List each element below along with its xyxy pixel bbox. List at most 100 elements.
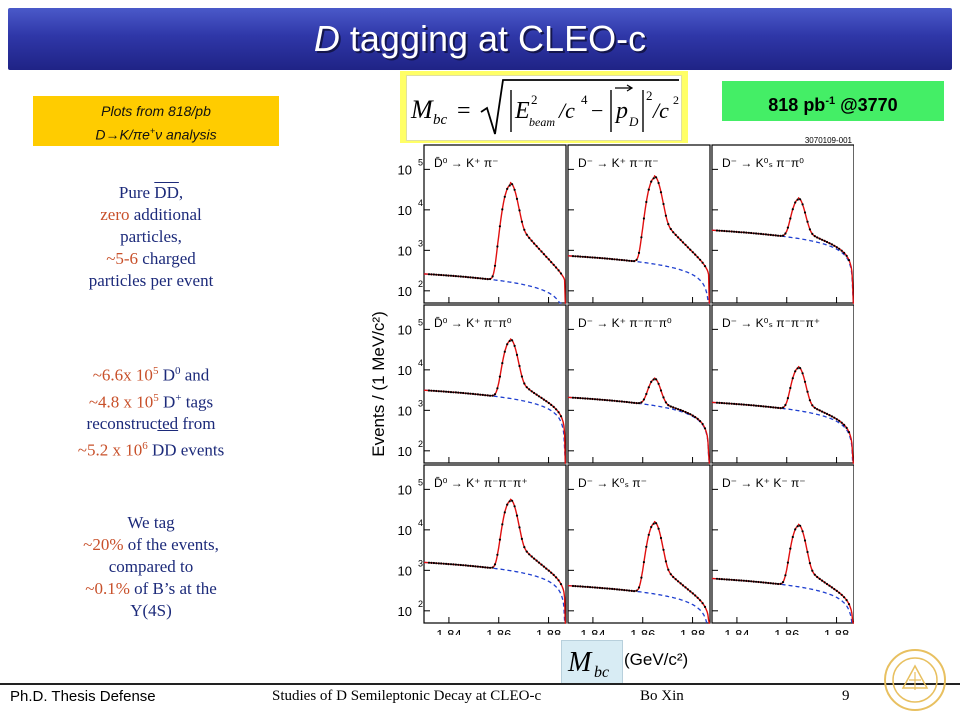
data-point bbox=[606, 399, 609, 402]
panel-decay-label: D⁻ → K⁰ₛ π⁻π⁻π⁺ bbox=[722, 316, 820, 330]
y-tick-label: 10 bbox=[398, 363, 412, 378]
data-point bbox=[530, 239, 533, 242]
data-point bbox=[730, 402, 733, 405]
data-point bbox=[735, 579, 738, 582]
x-tick-label: 1.88 bbox=[680, 627, 705, 635]
data-point bbox=[586, 256, 589, 259]
data-point bbox=[601, 257, 604, 260]
data-point bbox=[642, 561, 645, 564]
data-point bbox=[493, 393, 497, 396]
particles-line: particles, bbox=[120, 227, 182, 246]
y-tick-exponent: 2 bbox=[418, 279, 423, 289]
data-point bbox=[752, 232, 755, 235]
data-point bbox=[589, 256, 592, 259]
data-point bbox=[593, 398, 597, 401]
data-point bbox=[513, 344, 516, 347]
tag-fraction-block: We tag ~20% of the events, compared to ~… bbox=[28, 512, 274, 622]
lumi-sup: -1 bbox=[825, 95, 836, 107]
data-point bbox=[821, 579, 824, 582]
data-point bbox=[655, 176, 658, 179]
data-point bbox=[489, 277, 492, 281]
data-point bbox=[462, 391, 465, 395]
footer-author: Bo Xin bbox=[640, 688, 684, 704]
data-point bbox=[647, 188, 650, 191]
data-point bbox=[813, 235, 816, 238]
data-point bbox=[825, 240, 829, 244]
data-point bbox=[821, 410, 824, 413]
data-point bbox=[586, 397, 589, 400]
data-point bbox=[511, 339, 514, 342]
data-point bbox=[469, 276, 472, 279]
data-point bbox=[484, 277, 487, 280]
x-tick-label: 1.86 bbox=[630, 627, 655, 635]
data-point bbox=[801, 203, 804, 206]
data-point bbox=[789, 386, 792, 390]
data-point bbox=[576, 396, 579, 400]
mbc-m: M bbox=[567, 647, 593, 678]
data-point bbox=[811, 404, 814, 407]
data-point bbox=[547, 569, 550, 572]
reconstruc-text: reconstruc bbox=[86, 414, 158, 434]
data-point bbox=[435, 562, 438, 565]
data-point bbox=[593, 256, 597, 259]
y-tick-label: 10 bbox=[398, 284, 412, 299]
data-point bbox=[799, 198, 802, 201]
data-point bbox=[728, 230, 731, 233]
data-point bbox=[464, 392, 467, 395]
formula-p-sup: 2 bbox=[646, 88, 653, 103]
data-point bbox=[545, 400, 548, 403]
data-point bbox=[720, 229, 723, 232]
data-point bbox=[806, 550, 809, 554]
data-point bbox=[669, 227, 672, 231]
y-tick-label: 10 bbox=[398, 162, 412, 177]
data-point bbox=[633, 590, 636, 593]
data-point bbox=[474, 393, 477, 396]
data-point bbox=[735, 230, 738, 233]
data-point bbox=[786, 561, 789, 564]
data-point bbox=[513, 505, 516, 508]
y-tick-exponent: 3 bbox=[418, 558, 423, 568]
data-point bbox=[759, 405, 763, 408]
data-point bbox=[459, 563, 462, 567]
data-point bbox=[728, 402, 731, 405]
data-point bbox=[498, 375, 501, 378]
data-point bbox=[491, 394, 494, 397]
data-point bbox=[557, 579, 560, 582]
data-point bbox=[784, 403, 787, 407]
data-point bbox=[523, 382, 526, 385]
data-point bbox=[518, 526, 521, 529]
data-point bbox=[508, 500, 511, 503]
y-tick-exponent: 2 bbox=[418, 439, 423, 449]
data-point bbox=[449, 391, 453, 394]
plots-line2-sup: + bbox=[149, 126, 156, 136]
data-point bbox=[811, 569, 814, 572]
data-point bbox=[762, 405, 765, 408]
data-point bbox=[840, 421, 843, 424]
data-point bbox=[835, 589, 838, 592]
data-point bbox=[596, 256, 599, 259]
data-point bbox=[542, 253, 545, 256]
footer-talk-title: Studies of D Semileptonic Decay at CLEO-… bbox=[272, 688, 542, 704]
data-point bbox=[801, 530, 804, 533]
data-point bbox=[689, 248, 692, 251]
data-point bbox=[501, 362, 504, 365]
data-point bbox=[432, 389, 435, 392]
data-point bbox=[637, 586, 641, 589]
panel-frame bbox=[567, 144, 711, 304]
data-point bbox=[528, 236, 531, 239]
data-point bbox=[469, 392, 472, 395]
data-point bbox=[838, 591, 841, 594]
data-point bbox=[767, 233, 770, 236]
data-point bbox=[603, 257, 606, 260]
data-point bbox=[735, 403, 738, 406]
data-point bbox=[752, 580, 755, 583]
data-point bbox=[581, 585, 584, 588]
data-point bbox=[818, 409, 821, 412]
d0-sup: 0 bbox=[174, 365, 181, 377]
data-point bbox=[635, 402, 638, 405]
data-point bbox=[769, 406, 772, 409]
data-point bbox=[427, 389, 431, 392]
data-point bbox=[445, 274, 448, 277]
data-point bbox=[803, 539, 807, 542]
